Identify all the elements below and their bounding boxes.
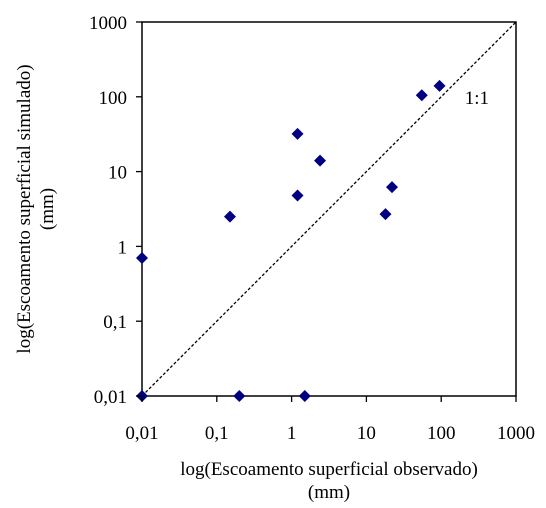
y-tick-label: 1 [118, 237, 128, 258]
y-tick-label: 1000 [89, 13, 127, 34]
data-point [298, 390, 311, 402]
x-tick-label: 100 [427, 423, 456, 444]
reference-line-group: 1:1 [141, 21, 517, 397]
y-tick-label: 100 [99, 88, 128, 109]
data-point [291, 127, 304, 140]
data-point [291, 189, 304, 202]
x-axis-title-line: log(Escoamento superficial observado) [180, 459, 478, 480]
data-point [386, 181, 399, 194]
plot-area [141, 21, 517, 397]
x-axis-ticks: 0,01 0,1 1 10 100 1000 [125, 396, 535, 444]
x-tick-label: 1 [287, 423, 297, 444]
y-tick-label: 10 [108, 163, 127, 184]
y-axis-title-line: log(Escoamento superficial simulado) [14, 64, 35, 353]
one-to-one-label: 1:1 [465, 88, 489, 109]
y-axis-ticks: 0,01 0,1 1 10 100 1000 [89, 13, 142, 408]
data-point [223, 210, 236, 223]
data-point [379, 208, 392, 221]
x-axis-title: log(Escoamento superficial observado)(mm… [180, 459, 478, 503]
x-axis-title-line: (mm) [308, 482, 350, 503]
plot-border [141, 21, 517, 397]
y-axis-title: log(Escoamento superficial simulado) (mm) [14, 64, 58, 353]
y-tick-label: 0,01 [94, 387, 127, 408]
data-point [433, 79, 446, 92]
y-tick-label: 0,1 [103, 312, 127, 333]
x-tick-label: 0,1 [205, 423, 229, 444]
data-points [136, 79, 446, 402]
x-tick-label: 1000 [497, 423, 535, 444]
x-tick-label: 0,01 [125, 423, 158, 444]
data-point [136, 251, 148, 264]
y-axis-title-line: (mm) [37, 188, 58, 230]
data-point [415, 89, 428, 102]
data-point [233, 390, 246, 402]
one-to-one-line [141, 21, 517, 397]
data-point [314, 154, 327, 167]
x-tick-label: 10 [357, 423, 376, 444]
